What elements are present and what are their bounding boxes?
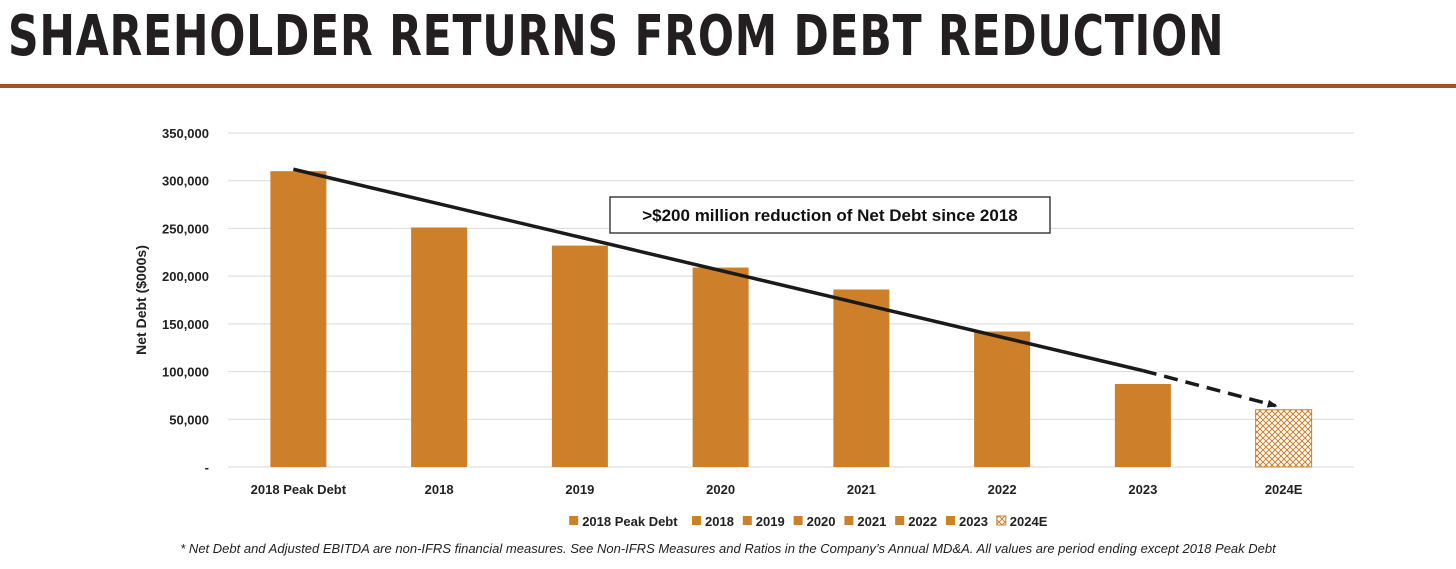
title-divider	[0, 84, 1456, 88]
legend-item: 2023	[946, 514, 988, 529]
y-tick-label: 300,000	[162, 174, 209, 189]
legend-item: 2018	[692, 514, 734, 529]
net-debt-bar-chart: - 50,000 100,000 150,000 200,000 250,000 300,0…	[133, 126, 1354, 529]
x-tick-label: 2024E	[1265, 482, 1303, 497]
legend-label: 2020	[807, 514, 836, 529]
x-axis-ticks: 2018 Peak Debt 2018 2019 2020 2021 2022 2023 20…	[251, 482, 1303, 497]
footnote: * Net Debt and Adjusted EBITDA are non-I…	[180, 541, 1276, 556]
legend-item: 2020	[793, 514, 836, 529]
x-tick-label: 2018	[425, 482, 454, 497]
legend-swatch	[742, 516, 752, 525]
bars	[270, 171, 1313, 468]
y-axis-label: Net Debt ($000s)	[133, 245, 149, 355]
y-tick-label: 250,000	[162, 221, 209, 236]
annotation-box	[609, 196, 1051, 234]
x-tick-label: 2019	[565, 482, 594, 497]
x-tick-label: 2022	[988, 482, 1017, 497]
legend-item: 2019	[742, 514, 785, 529]
grid-lines	[228, 132, 1354, 468]
legend-swatch	[895, 516, 905, 525]
legend-label: 2018 Peak Debt	[582, 514, 678, 529]
bar-2020	[692, 267, 749, 467]
legend-swatch	[844, 516, 854, 525]
legend-label: 2022	[908, 514, 937, 529]
annotation-box-group: >$200 million reduction of Net Debt sinc…	[609, 196, 1051, 234]
legend-swatch	[569, 516, 579, 525]
x-tick-label: 2018 Peak Debt	[251, 482, 347, 497]
legend-item: 2018 Peak Debt	[569, 514, 678, 529]
bar-2019	[551, 245, 608, 467]
y-tick-label: 100,000	[162, 365, 209, 380]
page-title: SHAREHOLDER RETURNS FROM DEBT REDUCTION	[8, 4, 1225, 69]
legend: 2018 Peak Debt 2018 2019 2020 2021 2022 2023 20…	[569, 514, 1048, 529]
legend-label: 2021	[857, 514, 886, 529]
x-tick-label: 2023	[1128, 482, 1157, 497]
trend-line-dashed	[1142, 368, 1278, 408]
x-tick-label: 2021	[847, 482, 876, 497]
trend-arrow	[292, 167, 1278, 408]
y-axis-ticks: - 50,000 100,000 150,000 200,000 250,000 300,0…	[162, 126, 209, 475]
bar-2018-peak-debt	[270, 171, 327, 467]
legend-label: 2019	[756, 514, 785, 529]
legend-label: 2023	[959, 514, 988, 529]
x-tick-label: 2020	[706, 482, 735, 497]
legend-item: 2024E	[996, 514, 1048, 529]
trend-line-solid	[292, 167, 1144, 373]
legend-swatch	[793, 516, 803, 525]
bar-2023	[1114, 383, 1171, 467]
y-tick-label: 150,000	[162, 317, 209, 332]
annotation-text: >$200 million reduction of Net Debt sinc…	[642, 206, 1018, 225]
legend-swatch	[692, 516, 701, 525]
bar-2018	[411, 227, 468, 467]
y-tick-label: 350,000	[162, 126, 209, 141]
legend-swatch	[946, 516, 955, 525]
legend-item: 2021	[844, 514, 886, 529]
y-tick-label: -	[205, 460, 209, 475]
y-tick-label: 50,000	[169, 412, 209, 427]
y-tick-label: 200,000	[162, 269, 209, 284]
legend-swatch	[996, 515, 1007, 526]
legend-label: 2018	[705, 514, 734, 529]
bar-2022	[974, 331, 1031, 467]
legend-item: 2022	[895, 514, 937, 529]
bar-2024e	[1255, 409, 1313, 468]
bar-2021	[833, 289, 890, 467]
legend-label: 2024E	[1010, 514, 1048, 529]
